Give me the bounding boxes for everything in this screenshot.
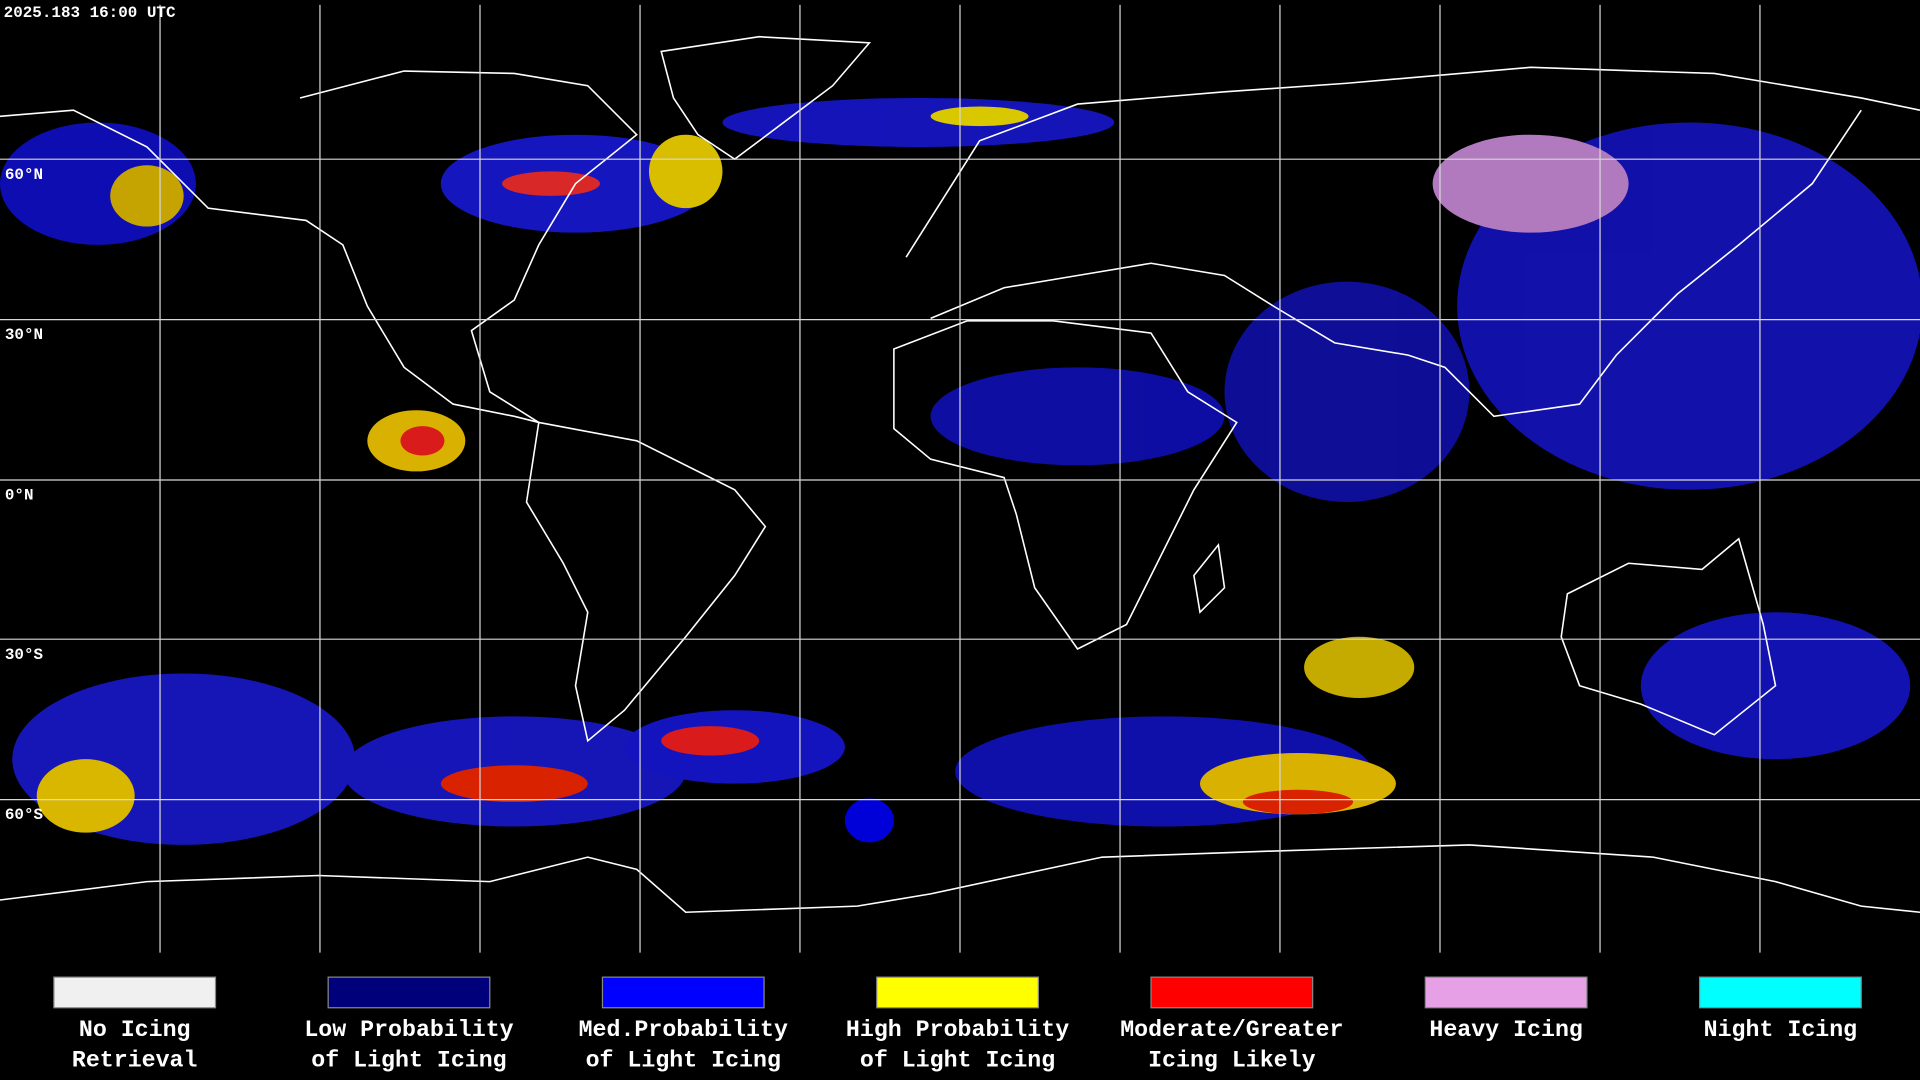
latitude-label: 0°N: [5, 487, 34, 505]
legend-swatch: [1150, 976, 1314, 1009]
legend-swatch: [53, 976, 217, 1009]
legend-label: Low Probability: [304, 1017, 513, 1043]
legend-label: Retrieval: [72, 1048, 198, 1074]
legend-swatch: [327, 976, 491, 1009]
legend-swatch: [1698, 976, 1862, 1009]
legend-label: Icing Likely: [1148, 1048, 1315, 1074]
legend: No Icing Retrieval Low Probability of Light…: [53, 976, 1862, 1074]
legend-label: Moderate/Greater: [1120, 1017, 1343, 1043]
legend-label: of Light Icing: [586, 1048, 781, 1074]
legend-label: Med.Probability: [579, 1017, 788, 1043]
latitude-label: 30°N: [5, 326, 43, 344]
latitude-label: 30°S: [5, 646, 44, 664]
legend-label: High Probability: [846, 1017, 1069, 1043]
legend-label: of Light Icing: [311, 1048, 506, 1074]
graticule: [0, 4, 1920, 953]
legend-label: Heavy Icing: [1429, 1017, 1582, 1043]
timestamp: 2025.183 16:00 UTC: [4, 4, 176, 22]
legend-swatch: [1424, 976, 1588, 1009]
latitude-label: 60°S: [5, 806, 44, 824]
legend-label: of Light Icing: [860, 1048, 1055, 1074]
legend-label: No Icing: [79, 1017, 191, 1043]
legend-label: Night Icing: [1704, 1017, 1857, 1043]
legend-swatch: [601, 976, 765, 1009]
latitude-label: 60°N: [5, 166, 43, 184]
coastlines: [0, 35, 1920, 914]
legend-swatch: [876, 976, 1039, 1009]
